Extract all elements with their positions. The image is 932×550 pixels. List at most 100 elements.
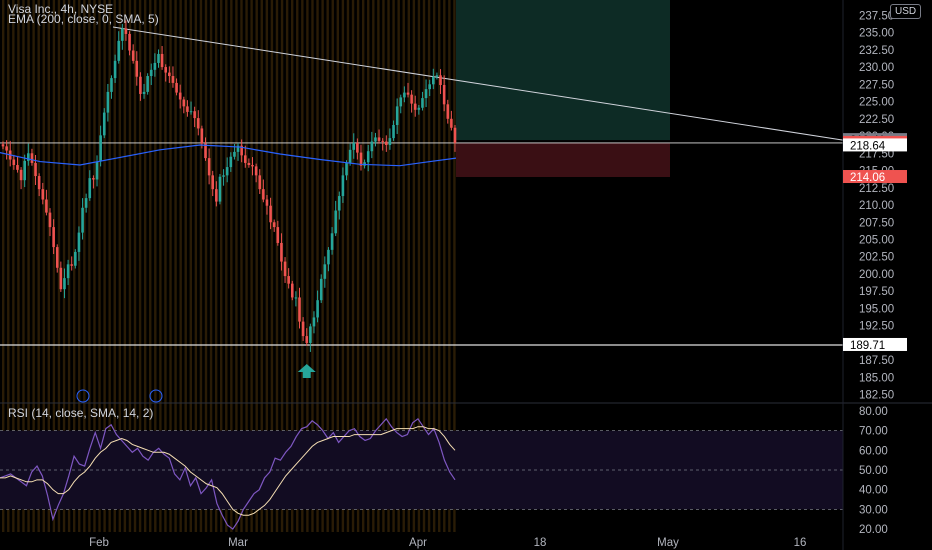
session-stripe — [402, 0, 405, 532]
session-stripe — [377, 0, 380, 532]
candle-body — [70, 264, 74, 266]
currency-button[interactable]: USD — [890, 4, 922, 19]
session-stripe — [52, 0, 56, 532]
session-stripe — [321, 0, 324, 532]
price-tick-label: 225.00 — [859, 97, 894, 109]
session-stripe — [255, 0, 258, 532]
candle-body — [128, 33, 131, 51]
price-label-text: 189.71 — [850, 340, 885, 352]
rsi-tick-label: 30.00 — [859, 504, 888, 516]
candle-body — [439, 75, 442, 85]
session-stripe — [351, 0, 355, 532]
candle-body — [215, 189, 218, 202]
session-stripe — [2, 0, 5, 532]
session-stripe — [214, 0, 218, 532]
candle-body — [157, 53, 160, 63]
session-stripe — [7, 0, 10, 532]
price-tick-label: 187.50 — [859, 355, 894, 367]
session-stripe — [72, 0, 76, 532]
candle-body — [218, 176, 222, 202]
session-stripe — [78, 0, 81, 532]
candle-body — [48, 212, 52, 228]
session-stripe — [336, 0, 340, 532]
time-tick-label: Feb — [89, 537, 109, 549]
time-axis: Feb Mar Apr 18 May 16 — [89, 537, 806, 549]
rsi-tick-label: 80.00 — [859, 406, 888, 418]
candle-body — [225, 167, 229, 176]
candle-body — [222, 175, 225, 177]
session-stripe — [164, 0, 167, 532]
session-stripe — [372, 0, 375, 532]
candle-body — [410, 94, 413, 104]
candle-body — [146, 76, 149, 92]
candle-body — [30, 153, 34, 163]
session-stripe — [240, 0, 243, 532]
candle-body — [413, 103, 417, 110]
price-tick-label: 200.00 — [859, 269, 894, 281]
candle-body — [450, 118, 453, 128]
candle-body — [424, 89, 428, 99]
candle-body — [309, 326, 312, 343]
trendline — [112, 26, 844, 141]
session-stripe — [149, 0, 152, 532]
candle-body — [366, 151, 370, 163]
candle-body — [95, 161, 99, 180]
session-stripe — [113, 0, 116, 532]
session-stripe — [204, 0, 208, 532]
candle-body — [417, 107, 421, 110]
candle-body — [168, 72, 171, 77]
session-stripe — [93, 0, 96, 532]
ema-line — [0, 144, 457, 167]
session-stripe — [250, 0, 253, 532]
candle-body — [88, 178, 92, 199]
candle-body — [204, 143, 207, 159]
candle-body — [110, 78, 113, 92]
candle-body — [290, 283, 294, 298]
session-stripe — [42, 0, 45, 532]
rsi-tick-label: 20.00 — [859, 524, 888, 536]
session-stripe — [47, 0, 51, 532]
candle-body — [59, 267, 63, 290]
session-stripe — [407, 0, 410, 532]
symbol-title: Visa Inc., 4h, NYSE — [8, 2, 114, 16]
session-stripe — [199, 0, 203, 532]
candle-body — [287, 276, 290, 284]
session-stripe — [285, 0, 289, 532]
candle-body — [142, 91, 146, 94]
session-stripe — [382, 0, 385, 532]
ema-legend[interactable]: EMA (200, close, 0, SMA, 5) — [8, 12, 159, 26]
session-stripe — [159, 0, 162, 532]
candle-body — [5, 146, 8, 151]
price-label-ema — [843, 138, 907, 152]
session-stripe — [37, 0, 40, 532]
candle-body — [37, 176, 41, 190]
candle-body — [251, 165, 254, 167]
price-tick-label: 232.50 — [859, 45, 894, 57]
session-stripe — [220, 0, 223, 532]
candle-body — [305, 336, 309, 343]
candle-body — [330, 233, 334, 250]
candle-body — [453, 127, 457, 143]
candle-body — [384, 141, 388, 146]
session-stripe — [448, 0, 451, 532]
session-stripe — [22, 0, 25, 532]
dividend-badge — [149, 389, 163, 403]
session-stripe — [108, 0, 111, 532]
rsi-axis: 80.00 70.00 60.00 50.00 40.00 30.00 20.00 — [859, 406, 888, 536]
rsi-ma-line — [0, 426, 456, 516]
candle-body — [45, 199, 48, 213]
candle-body — [63, 278, 66, 290]
rsi-legend[interactable]: RSI (14, close, SMA, 14, 2) — [8, 406, 154, 420]
candle-body — [55, 247, 59, 268]
candle-body — [269, 205, 272, 223]
up-arrow-marker — [297, 363, 316, 378]
rsi-tick-label: 70.00 — [859, 426, 888, 438]
candle-body — [178, 92, 182, 100]
price-tick-label: 222.50 — [859, 114, 894, 126]
session-stripe — [397, 0, 400, 532]
candle-body — [276, 227, 280, 243]
candle-body — [92, 178, 95, 180]
session-stripe — [225, 0, 228, 532]
